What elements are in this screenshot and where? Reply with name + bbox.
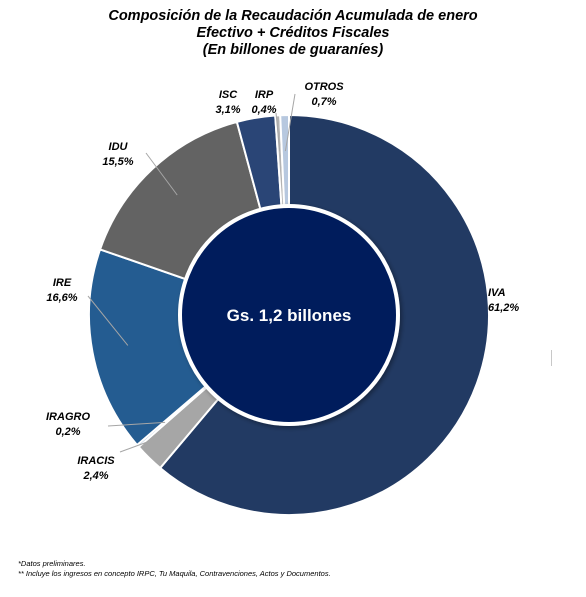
leader-line-irp [275,112,281,152]
slice-value-ire: 16,6% [46,292,77,304]
slice-value-iracis: 2,4% [82,470,108,482]
leader-line-ire [87,295,129,346]
footnote-preliminary: *Datos preliminares. [18,559,86,568]
footnotes: *Datos preliminares. ** Incluye los ingr… [18,559,331,579]
decorative-tick [551,350,552,366]
slice-label-ire: IRE [53,277,72,289]
slice-label-iragro: IRAGRO [46,411,90,423]
slice-label-idu: IDU [109,141,129,153]
slice-value-iragro: 0,2% [55,426,80,438]
slice-label-iracis: IRACIS [77,455,115,467]
center-disc [178,204,400,426]
chart-title: Composición de la Recaudación Acumulada … [108,8,478,24]
slice-label-otros: OTROS [304,81,344,93]
leader-line-iracis [119,431,175,453]
slice-value-idu: 15,5% [102,156,133,168]
leader-line-otros [284,93,296,152]
slice-label-iva: IVA [488,287,506,299]
chart-title-block: Composición de la Recaudación Acumulada … [0,8,586,59]
slice-value-iva: 61,2% [488,302,519,314]
leader-line-iragro [107,421,166,427]
chart-subtitle-1: Efectivo + Créditos Fiscales [196,25,390,41]
slice-value-irp: 0,4% [251,104,276,116]
slice-label-irp: IRP [255,89,274,101]
slice-value-otros: 0,7% [311,96,336,108]
footnote-includes: ** Incluye los ingresos en concepto IRPC… [18,569,331,578]
slice-value-isc: 3,1% [215,104,240,116]
chart-subtitle-2: (En billones de guaraníes) [202,42,384,58]
leader-line-idu [145,152,178,196]
slice-label-isc: ISC [219,89,238,101]
center-label: Gs. 1,2 billones [227,306,352,325]
